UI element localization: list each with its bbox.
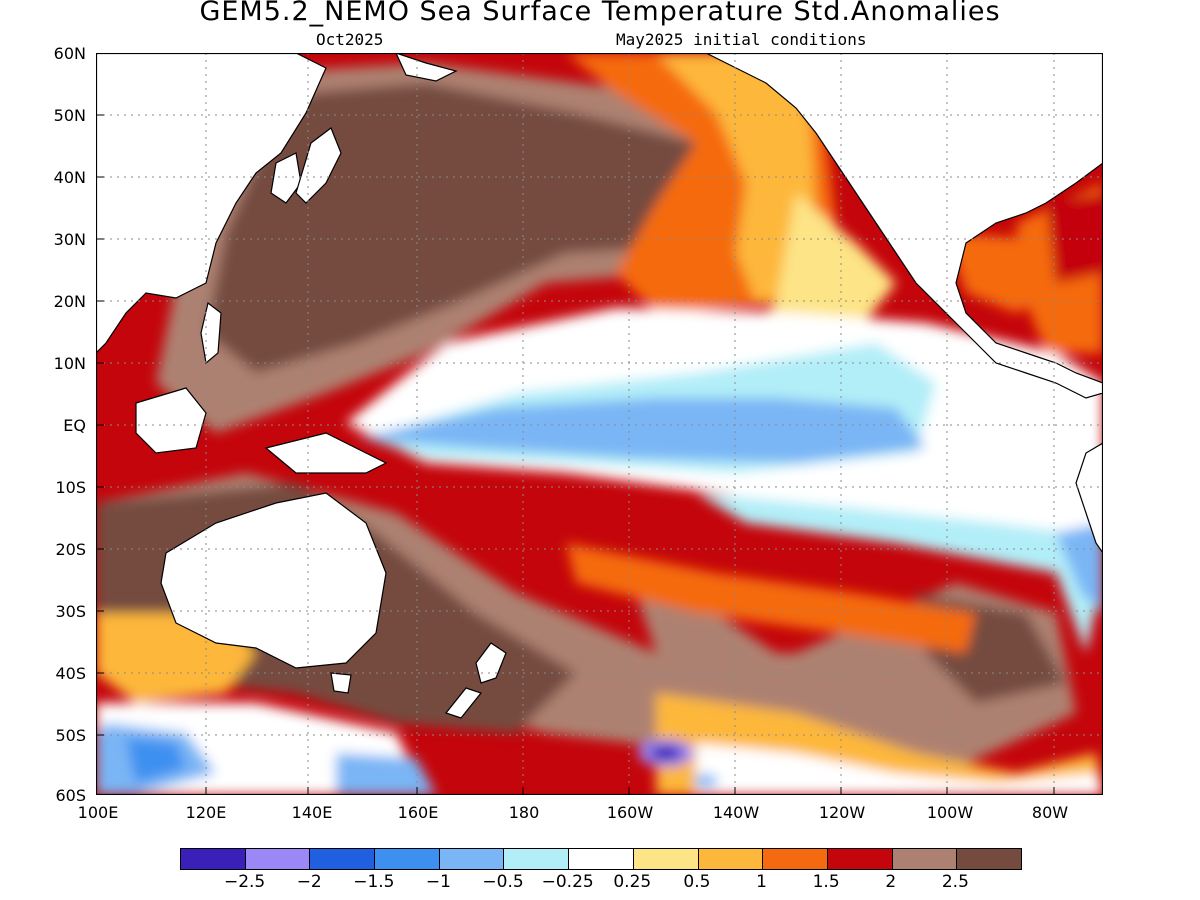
lon-label-100e: 100E xyxy=(77,803,119,822)
lon-label-120e: 120E xyxy=(185,803,227,822)
color-scale-label: −0.25 xyxy=(541,872,594,892)
color-scale-label: −1.5 xyxy=(353,872,395,892)
color-scale-label: −2.5 xyxy=(223,872,266,892)
color-scale-label: 1 xyxy=(756,872,767,892)
color-scale-box xyxy=(504,849,570,869)
sst-anomaly-map xyxy=(96,53,1103,795)
lon-label-80w: 80W xyxy=(1031,803,1069,822)
lat-label-50n: 50N xyxy=(53,106,86,125)
color-scale-label: −0.5 xyxy=(482,872,524,892)
lon-label-100w: 100W xyxy=(926,803,974,822)
lat-label-40n: 40N xyxy=(53,168,86,187)
color-scale-label: 1.5 xyxy=(812,872,840,892)
color-scale-box xyxy=(957,849,1021,869)
anomaly-field xyxy=(96,53,1103,795)
lon-label-160e: 160E xyxy=(397,803,439,822)
lon-label-140w: 140W xyxy=(712,803,760,822)
lon-label-160w: 160W xyxy=(606,803,654,822)
lat-label-20n: 20N xyxy=(53,292,86,311)
grid-lines xyxy=(96,53,1103,795)
lat-label-20s: 20S xyxy=(55,540,86,559)
color-scale-label: 0.25 xyxy=(613,872,652,892)
lat-label-30s: 30S xyxy=(55,602,86,621)
lon-label-180: 180 xyxy=(508,803,540,822)
valid-month-label: Oct2025 xyxy=(316,30,384,49)
color-scale-box xyxy=(827,849,893,869)
lon-label-140e: 140E xyxy=(291,803,333,822)
map-frame xyxy=(96,53,1103,795)
color-scale-label: −1 xyxy=(425,872,451,892)
lat-label-eq: EQ xyxy=(63,416,86,435)
lon-label-120w: 120W xyxy=(818,803,866,822)
color-scale-box xyxy=(439,849,505,869)
land-outline xyxy=(96,53,1103,719)
color-scale-box xyxy=(310,849,376,869)
initial-conditions-label: May2025 initial conditions xyxy=(616,30,867,49)
color-scale-label: 0.5 xyxy=(683,872,711,892)
lat-label-40s: 40S xyxy=(55,664,86,683)
color-scale-label: 2 xyxy=(885,872,897,892)
axis-ticks xyxy=(96,53,1055,795)
color-scale-box xyxy=(698,849,764,869)
color-scale-label: 2.5 xyxy=(941,872,969,892)
lat-label-10n: 10N xyxy=(53,354,86,373)
color-scale-box xyxy=(892,849,958,869)
color-scale-box xyxy=(763,849,828,869)
color-scale-box xyxy=(633,849,699,869)
lat-label-60n: 60N xyxy=(53,44,86,63)
map-title: GEM5.2_NEMO Sea Surface Temperature Std.… xyxy=(199,0,1001,27)
color-scale-box xyxy=(569,849,634,869)
color-scale-box xyxy=(375,849,440,869)
color-scale-bar xyxy=(180,848,1022,870)
color-scale-box xyxy=(181,849,246,869)
color-scale-box xyxy=(245,849,311,869)
color-scale-label: −2 xyxy=(296,872,322,892)
lat-label-60s: 60S xyxy=(55,786,86,805)
lat-label-30n: 30N xyxy=(53,230,86,249)
lat-label-50s: 50S xyxy=(55,726,86,745)
lat-label-10s: 10S xyxy=(55,478,86,497)
